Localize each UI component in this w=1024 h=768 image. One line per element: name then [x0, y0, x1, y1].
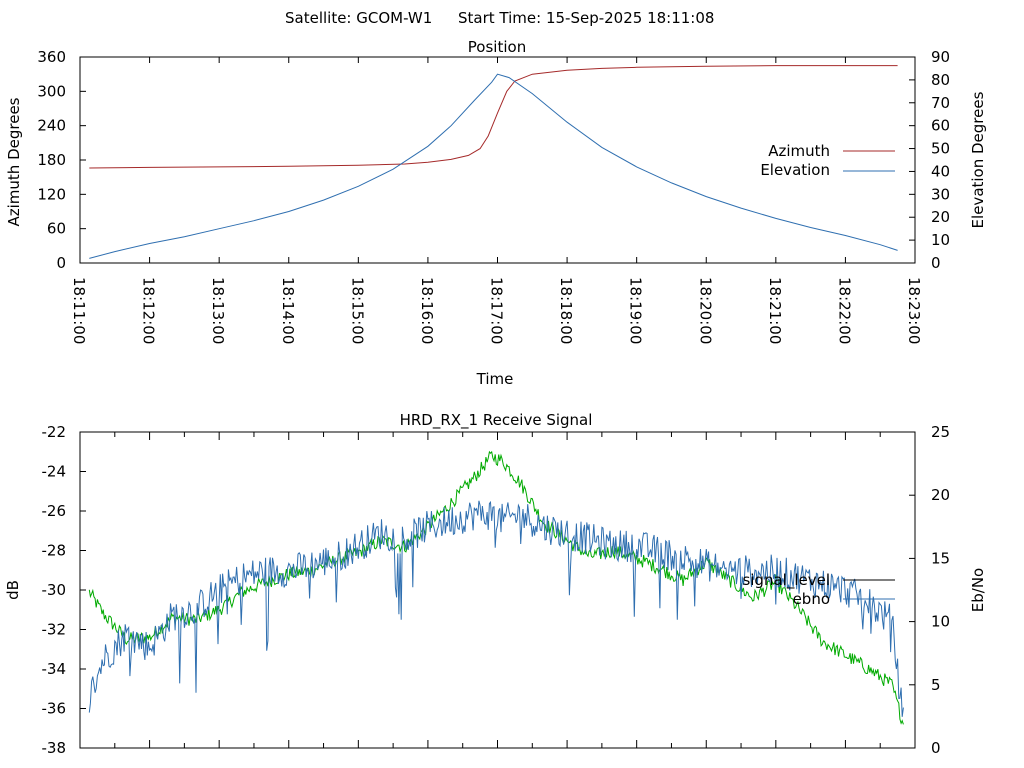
receive-signal-chart-title: HRD_RX_1 Receive Signal: [400, 411, 593, 430]
elevation-tick-label: 90: [931, 48, 950, 66]
signal_level-line: [88, 450, 904, 725]
azimuth-tick-label: 240: [37, 117, 66, 135]
elevation-tick-label: 30: [931, 185, 950, 203]
elevation-axis-label: Elevation Degrees: [969, 91, 987, 228]
position-series: [89, 65, 898, 259]
db-tick-label: -30: [42, 581, 67, 599]
position-chart-title: Position: [468, 38, 526, 56]
azimuth-tick-label: 60: [47, 220, 66, 238]
ebno-line: [88, 500, 904, 717]
time-tick-label: 18:23:00: [905, 277, 923, 344]
azimuth-tick-label: 0: [56, 254, 66, 272]
position-time-axis: 18:11:00 18:12:00 18:13:00 18:14:00 18:15:00…: [70, 57, 923, 344]
db-axis: -38 -36 -34 -32 -30 -28 -26 -24 -22: [42, 423, 86, 757]
elevation-tick-label: 50: [931, 140, 950, 158]
elevation-tick-label: 20: [931, 208, 950, 226]
azimuth-tick-label: 120: [37, 185, 66, 203]
db-tick-label: -22: [42, 423, 67, 441]
receive-signal-legend: signal_level ebno: [742, 571, 895, 608]
azimuth-tick-label: 360: [37, 48, 66, 66]
position-chart: Position 0 60 120 180 240 300 360 0 10 20 30 40 50 6…: [5, 38, 987, 388]
legend-ebno-label: ebno: [793, 590, 830, 608]
time-tick-label: 18:16:00: [418, 277, 436, 344]
elevation-tick-label: 10: [931, 231, 950, 249]
azimuth-line: [89, 65, 898, 169]
db-tick-label: -36: [42, 700, 67, 718]
time-tick-label: 18:13:00: [209, 277, 227, 344]
db-axis-label: dB: [4, 580, 22, 600]
elevation-tick-label: 60: [931, 117, 950, 135]
time-tick-label: 18:15:00: [348, 277, 366, 344]
time-tick-label: 18:18:00: [557, 277, 575, 344]
ebno-tick-label: 25: [931, 423, 950, 441]
ebno-tick-label: 0: [931, 739, 941, 757]
time-tick-label: 18:17:00: [488, 277, 506, 344]
time-tick-label: 18:21:00: [766, 277, 784, 344]
time-tick-label: 18:19:00: [627, 277, 645, 344]
position-legend: Azimuth Elevation: [760, 142, 895, 179]
db-tick-label: -26: [42, 502, 67, 520]
time-axis-label: Time: [476, 370, 514, 388]
ebno-tick-label: 15: [931, 549, 950, 567]
start-time-label: Start Time: 15-Sep-2025 18:11:08: [458, 9, 714, 27]
time-tick-label: 18:14:00: [279, 277, 297, 344]
satellite-label: Satellite: GCOM-W1: [285, 9, 432, 27]
azimuth-tick-label: 180: [37, 151, 66, 169]
time-tick-label: 18:12:00: [140, 277, 158, 344]
time-tick-label: 18:20:00: [696, 277, 714, 344]
ebno-tick-label: 10: [931, 613, 950, 631]
position-left-axis: 0 60 120 180 240 300 360: [37, 48, 86, 272]
db-tick-label: -38: [42, 739, 67, 757]
azimuth-tick-label: 300: [37, 82, 66, 100]
receive-signal-series: [88, 450, 904, 725]
db-tick-label: -34: [42, 660, 67, 678]
position-right-axis: 0 10 20 30 40 50 60 70 80 90: [909, 48, 950, 272]
legend-elevation-label: Elevation: [760, 161, 830, 179]
elevation-tick-label: 80: [931, 71, 950, 89]
legend-azimuth-label: Azimuth: [768, 142, 830, 160]
time-tick-label: 18:22:00: [835, 277, 853, 344]
db-tick-label: -28: [42, 542, 67, 560]
db-tick-label: -24: [42, 463, 67, 481]
elevation-line: [89, 73, 898, 259]
ebno-tick-label: 20: [931, 486, 950, 504]
elevation-tick-label: 40: [931, 162, 950, 180]
elevation-tick-label: 0: [931, 254, 941, 272]
receive-time-axis: [79, 432, 916, 748]
time-tick-label: 18:11:00: [70, 277, 88, 344]
legend-signal-level-label: signal_level: [742, 571, 830, 590]
ebno-axis: 0 5 10 15 20 25: [909, 423, 950, 757]
ebno-tick-label: 5: [931, 676, 941, 694]
receive-signal-chart: HRD_RX_1 Receive Signal -38-36-34-32-30-…: [4, 411, 987, 757]
elevation-tick-label: 70: [931, 94, 950, 112]
azimuth-axis-label: Azimuth Degrees: [5, 97, 23, 226]
db-tick-label: -32: [42, 621, 67, 639]
ebno-axis-label: Eb/No: [969, 568, 987, 612]
